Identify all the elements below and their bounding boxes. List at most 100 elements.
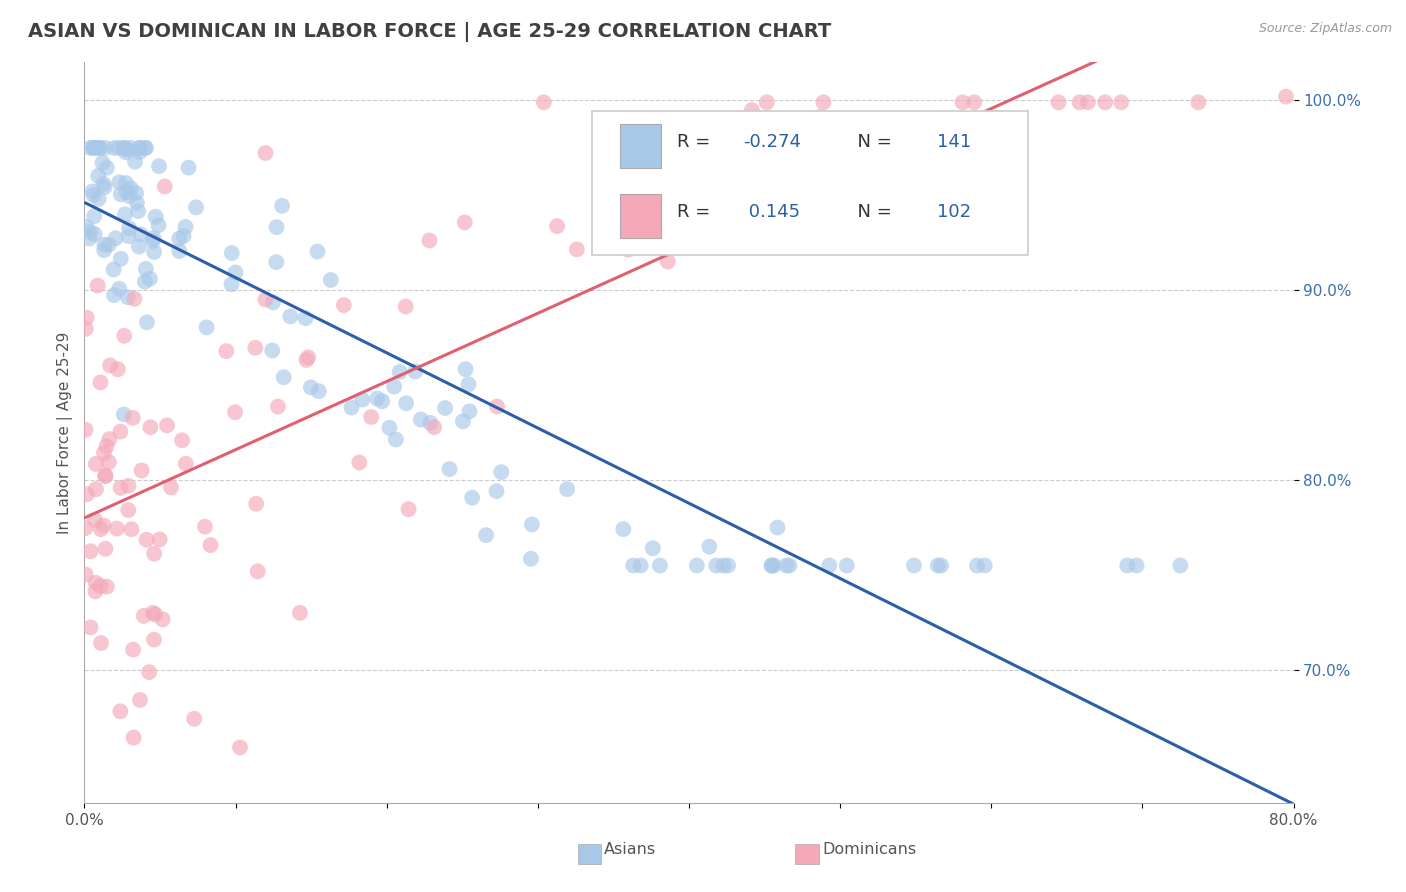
Point bbox=[1275, 89, 1298, 103]
Point bbox=[115, 145, 138, 160]
Point bbox=[486, 400, 509, 414]
Point bbox=[156, 418, 179, 433]
Point bbox=[117, 503, 139, 517]
Point bbox=[79, 225, 101, 239]
Point bbox=[127, 204, 149, 219]
Point bbox=[93, 237, 115, 252]
Point bbox=[90, 522, 112, 536]
Point bbox=[453, 215, 475, 229]
Point bbox=[1187, 95, 1209, 110]
Point bbox=[105, 522, 128, 536]
Point bbox=[94, 468, 117, 483]
Point bbox=[131, 463, 153, 477]
Point bbox=[75, 521, 97, 535]
Point bbox=[1168, 558, 1191, 573]
Point bbox=[121, 410, 143, 425]
Point bbox=[485, 484, 508, 499]
Point bbox=[741, 103, 763, 117]
Point bbox=[657, 254, 679, 268]
Point bbox=[134, 275, 156, 289]
Point bbox=[118, 221, 141, 235]
Point bbox=[418, 234, 440, 248]
Point bbox=[1109, 95, 1132, 110]
Point bbox=[89, 141, 111, 155]
Point bbox=[762, 558, 785, 573]
Point bbox=[129, 227, 152, 242]
Point bbox=[778, 558, 800, 573]
Point bbox=[395, 396, 418, 410]
Point bbox=[173, 228, 195, 243]
Point bbox=[110, 425, 132, 439]
Point bbox=[152, 612, 174, 626]
Point bbox=[221, 277, 243, 292]
Point bbox=[612, 522, 634, 536]
Point bbox=[761, 558, 783, 573]
Point bbox=[319, 273, 342, 287]
Point bbox=[167, 244, 190, 258]
Point bbox=[271, 199, 294, 213]
Point bbox=[143, 632, 166, 647]
Point bbox=[409, 412, 432, 426]
Point bbox=[125, 186, 148, 200]
Point bbox=[254, 146, 277, 161]
Point bbox=[114, 141, 136, 155]
Point bbox=[75, 567, 97, 582]
Point bbox=[79, 231, 101, 245]
Point bbox=[174, 219, 197, 234]
Point bbox=[93, 243, 115, 257]
Point bbox=[385, 433, 408, 447]
Point bbox=[114, 207, 136, 221]
Point bbox=[112, 408, 135, 422]
Point bbox=[775, 558, 797, 573]
Point bbox=[183, 712, 205, 726]
Point bbox=[439, 462, 461, 476]
Text: R =: R = bbox=[676, 133, 716, 151]
Point bbox=[1047, 95, 1070, 110]
Point bbox=[120, 181, 142, 195]
Point bbox=[1094, 95, 1116, 110]
Point bbox=[108, 141, 131, 155]
Point bbox=[280, 310, 302, 324]
Point bbox=[84, 141, 107, 155]
Point bbox=[398, 502, 420, 516]
Point bbox=[91, 155, 114, 169]
Point bbox=[245, 341, 267, 355]
Point bbox=[761, 558, 783, 573]
Point bbox=[184, 200, 207, 214]
Point bbox=[112, 328, 135, 343]
Text: N =: N = bbox=[846, 203, 897, 221]
Point bbox=[451, 414, 474, 428]
Point bbox=[808, 110, 831, 124]
Point bbox=[143, 607, 166, 622]
Point bbox=[115, 176, 138, 190]
Point bbox=[454, 362, 477, 376]
Point bbox=[630, 558, 652, 573]
Point bbox=[458, 404, 481, 418]
Point bbox=[83, 209, 105, 223]
Point bbox=[827, 114, 849, 128]
Point bbox=[266, 220, 288, 235]
Point bbox=[170, 434, 193, 448]
Point bbox=[118, 189, 141, 203]
Point bbox=[388, 365, 411, 379]
Point bbox=[200, 538, 222, 552]
Point bbox=[115, 185, 138, 199]
Point bbox=[128, 145, 150, 160]
Point bbox=[110, 187, 132, 202]
Point bbox=[641, 541, 664, 556]
Point bbox=[139, 272, 162, 286]
Point bbox=[546, 219, 568, 234]
Point bbox=[963, 95, 986, 110]
Point bbox=[952, 95, 974, 110]
Point bbox=[262, 295, 284, 310]
Point bbox=[1077, 95, 1099, 110]
Point bbox=[82, 188, 104, 202]
Point bbox=[143, 547, 166, 561]
Point bbox=[267, 400, 290, 414]
Point bbox=[87, 192, 110, 206]
Point bbox=[110, 252, 132, 266]
Point bbox=[90, 636, 112, 650]
Point bbox=[86, 278, 108, 293]
Point bbox=[555, 482, 578, 496]
Point bbox=[813, 95, 835, 110]
